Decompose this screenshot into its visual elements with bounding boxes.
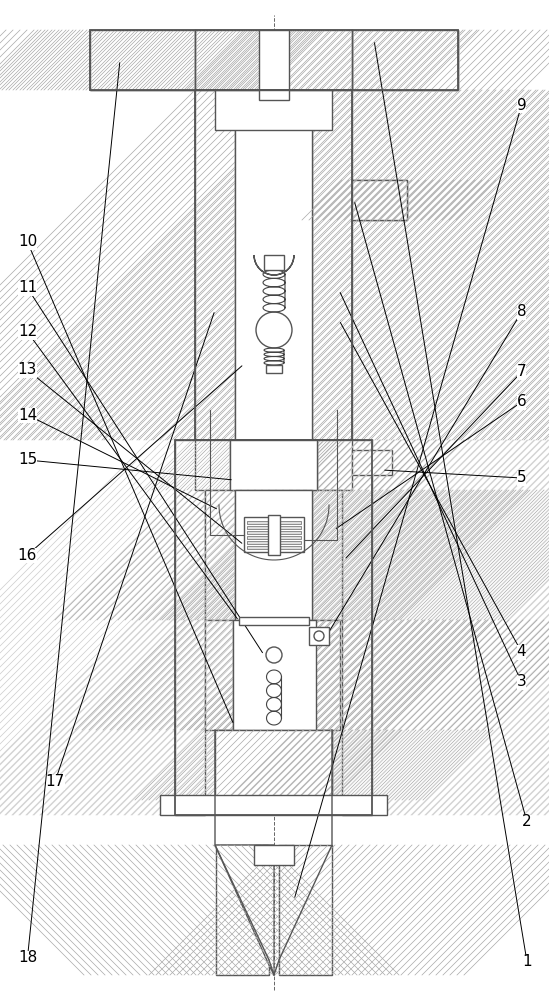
Bar (195, 440, 230, 490)
Bar (215, 90, 332, 130)
Bar (195, 90, 235, 440)
Bar (205, 490, 235, 620)
Bar (175, 440, 372, 815)
Text: 11: 11 (18, 280, 37, 296)
Circle shape (314, 631, 324, 641)
Bar (90, 30, 458, 90)
Wedge shape (254, 255, 294, 275)
Bar (195, 30, 352, 90)
Text: 1: 1 (522, 954, 532, 970)
Bar (235, 90, 312, 440)
Polygon shape (215, 845, 274, 975)
Text: 9: 9 (517, 98, 526, 112)
Bar (247, 526, 301, 529)
Bar (352, 450, 392, 475)
Bar (312, 620, 340, 730)
Text: 5: 5 (517, 471, 526, 486)
Bar (352, 180, 407, 220)
Text: 14: 14 (18, 408, 37, 422)
Polygon shape (279, 845, 332, 975)
Bar (254, 845, 294, 865)
Bar (259, 30, 289, 100)
Bar (233, 620, 316, 730)
Bar (247, 546, 301, 549)
Text: 17: 17 (45, 774, 65, 790)
Bar (247, 531, 301, 534)
Bar (160, 795, 387, 815)
Bar (247, 541, 301, 544)
Text: 4: 4 (517, 645, 526, 660)
Bar (266, 365, 282, 373)
Text: 8: 8 (517, 304, 526, 320)
Text: 7: 7 (517, 364, 526, 379)
Bar (309, 627, 329, 645)
Bar (215, 730, 332, 800)
Text: 12: 12 (18, 324, 37, 340)
Text: 6: 6 (517, 394, 526, 410)
Bar (90, 30, 195, 90)
Bar (205, 620, 233, 730)
Bar (239, 617, 309, 625)
Circle shape (256, 312, 292, 348)
Bar (195, 90, 352, 440)
Bar (352, 180, 407, 220)
Text: 15: 15 (18, 452, 37, 468)
Bar (312, 90, 352, 440)
Bar (247, 536, 301, 539)
Text: 18: 18 (18, 950, 37, 966)
Bar (175, 440, 205, 815)
Text: 2: 2 (522, 814, 532, 830)
Text: 16: 16 (18, 548, 37, 562)
Bar (230, 440, 317, 490)
Bar (342, 440, 372, 815)
Bar (307, 730, 332, 800)
Bar (247, 521, 301, 524)
Bar (268, 515, 280, 555)
Bar (195, 30, 352, 90)
Bar (317, 440, 352, 490)
Bar (215, 730, 240, 800)
Circle shape (266, 647, 282, 663)
Bar (244, 517, 304, 552)
Bar (90, 30, 458, 90)
Bar (264, 255, 284, 270)
Polygon shape (216, 845, 269, 975)
Text: 13: 13 (18, 362, 37, 377)
Bar (312, 490, 342, 620)
Text: 3: 3 (517, 674, 526, 690)
Bar (235, 490, 312, 620)
Text: 10: 10 (18, 234, 37, 249)
Bar (352, 30, 458, 90)
